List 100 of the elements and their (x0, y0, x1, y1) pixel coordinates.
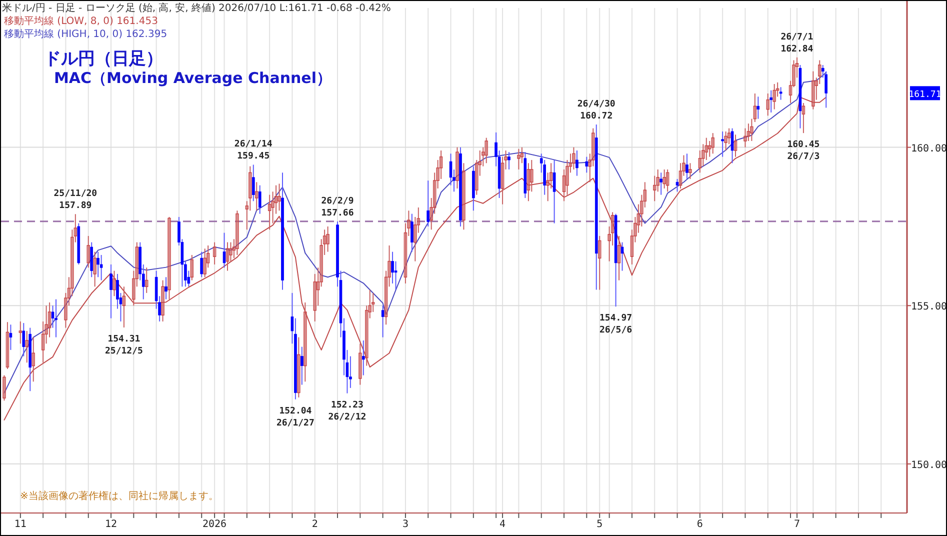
candlestick (222, 232, 226, 268)
candlestick (756, 96, 760, 120)
candlestick (617, 235, 621, 281)
candlestick (585, 156, 588, 174)
candlestick (462, 162, 466, 230)
annotation: ※当該画像の著作権は、同社に帰属します。 (20, 490, 218, 502)
candlestick (686, 153, 688, 180)
x-tick-label: 12 (104, 519, 118, 530)
candlestick (18, 320, 22, 344)
text: 移動平均線 (LOW, 8, 0) 161.453 (4, 15, 158, 27)
candlestick (660, 172, 662, 196)
candlestick (300, 346, 304, 386)
candlestick (161, 280, 164, 322)
candlestick (572, 146, 576, 170)
candlestick (236, 210, 239, 256)
annotation: 米ドル/円 - 日足 - ローソク足 (始, 高, 安, 終値) 2026/07/10 L:161.71 -0.68 -0.42% (2, 2, 391, 14)
text: MAC（Moving Average Channel） (54, 69, 332, 87)
candlestick (164, 276, 168, 300)
candlestick (517, 148, 520, 170)
candlestick (666, 168, 670, 192)
candlestick (818, 60, 822, 84)
candlestick (766, 92, 770, 116)
x-tick-label: 11 (14, 519, 26, 530)
candlestick (122, 286, 126, 328)
annotation: 160.45 26/7/3 (787, 140, 820, 162)
candlestick (394, 260, 398, 290)
candlestick (212, 242, 216, 265)
candlestick (297, 336, 300, 398)
candlestick (168, 216, 171, 300)
candlestick (304, 302, 307, 382)
candlestick (484, 137, 488, 164)
text: 移動平均線 (HIGH, 10, 0) 162.395 (4, 28, 168, 40)
annotation: 26/7/1 162.84 (780, 32, 814, 54)
y-tick-label: 150.00 (910, 460, 947, 471)
candlestick (598, 235, 602, 290)
text: ドル円（日足） (44, 49, 163, 69)
candlestick (112, 270, 116, 297)
candlestick (145, 267, 148, 294)
candlestick (526, 162, 530, 202)
candlestick (711, 132, 714, 154)
annotation: 26/4/30 160.72 (577, 100, 616, 122)
candlestick (22, 322, 26, 357)
y-tick-label: 160.00 (910, 143, 947, 154)
candlestick (248, 166, 252, 212)
candlestick (552, 159, 556, 224)
candlestick (93, 251, 96, 288)
candlestick (190, 254, 194, 281)
candlestick (662, 168, 666, 189)
candlestick (734, 134, 738, 158)
candlestick (381, 305, 384, 338)
text: 161.71 (908, 90, 942, 100)
candlestick (576, 150, 578, 176)
annotation: 152.04 26/1/27 (276, 406, 314, 428)
annotation: 25/11/20 157.89 (54, 189, 98, 212)
candlestick (110, 264, 112, 319)
candlestick (724, 130, 728, 151)
candlestick (802, 102, 806, 134)
candlestick (252, 164, 255, 202)
candlestick (426, 180, 430, 227)
annotation: 26/1/14 159.45 (234, 140, 273, 162)
candlestick (410, 213, 414, 252)
x-tick-label: 4 (500, 519, 506, 530)
candlestick (6, 322, 10, 370)
candlestick (744, 128, 747, 148)
candlestick (9, 324, 12, 350)
x-tick-label: 3 (402, 519, 408, 530)
annotation: 26/2/9 157.66 (321, 196, 354, 218)
candlestick (278, 183, 281, 212)
candlestick (200, 251, 204, 278)
candlestick (2, 374, 6, 402)
candlestick (96, 251, 100, 278)
candlestick (362, 340, 365, 376)
candlestick (750, 118, 754, 142)
annotation: 154.31 25/12/5 (104, 334, 143, 356)
candlestick (90, 242, 94, 278)
x-tick-label: 6 (696, 519, 703, 530)
candlestick (721, 130, 724, 158)
candlestick (508, 152, 510, 170)
candlestick (753, 92, 757, 122)
candlestick (326, 226, 330, 252)
candlestick (620, 242, 624, 272)
candlestick (779, 86, 782, 100)
x-tick-label: 5 (596, 519, 603, 530)
candlestick (32, 336, 35, 382)
candlestick (268, 194, 272, 230)
candlestick (255, 182, 258, 212)
x-tick-label: 2026 (202, 519, 227, 530)
candlestick (730, 128, 734, 164)
candlestick (770, 90, 773, 113)
candlestick (358, 343, 362, 386)
candlestick (86, 235, 90, 268)
x-tick-label: 7 (794, 519, 800, 530)
candlestick (258, 184, 262, 214)
annotation: 152.23 26/2/12 (328, 400, 366, 422)
candlestick (456, 146, 459, 189)
candlestick (676, 178, 679, 192)
candlestick (54, 298, 58, 338)
y-tick-label: 155.00 (910, 302, 947, 313)
candlestick (688, 162, 692, 180)
candlestick (203, 248, 206, 278)
